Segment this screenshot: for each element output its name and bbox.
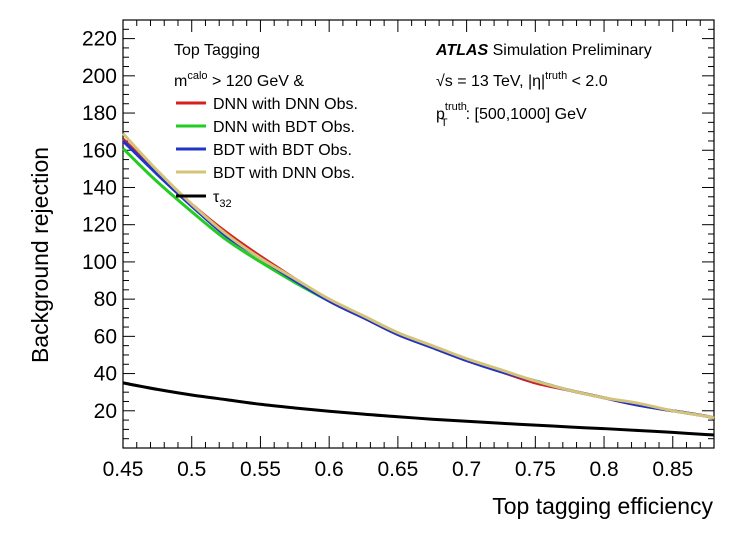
series-line-dnn-with-bdt-obs <box>121 147 715 420</box>
legend: Top Tagging mcalo > 120 GeV & DNN with D… <box>174 42 358 210</box>
series-line-dnn-with-dnn-obs <box>121 138 715 420</box>
atlas-label: ATLAS Simulation Preliminary <box>435 42 652 59</box>
series-line-bdt-with-dnn-obs <box>121 132 715 420</box>
x-tick-label: 0.65 <box>377 458 418 481</box>
x-tick-label: 0.75 <box>515 458 556 481</box>
legend-header: Top Tagging <box>174 42 260 59</box>
legend-cut: mcalo > 120 GeV & <box>174 70 304 90</box>
legend-entries: DNN with DNN Obs. DNN with BDT Obs. BDT wi… <box>176 96 358 210</box>
annotations: ATLAS Simulation Preliminary √s = 13 TeV… <box>435 42 652 129</box>
legend-label: DNN with DNN Obs. <box>213 96 358 113</box>
x-tick-label: 0.8 <box>589 458 618 481</box>
y-tick-label: 180 <box>82 102 117 125</box>
pt-range-label: ptruth T: [500,1000] GeV <box>436 101 587 129</box>
y-tick-label: 100 <box>82 251 117 274</box>
x-tick-label: 0.85 <box>652 458 693 481</box>
y-axis-title: Background rejection <box>27 147 53 363</box>
y-tick-label: 160 <box>82 139 117 162</box>
x-axis-title: Top tagging efficiency <box>492 493 713 519</box>
series-line-bdt-with-bdt-obs <box>121 139 715 420</box>
series-line-32 <box>122 381 715 437</box>
x-tick-label: 0.45 <box>103 458 144 481</box>
y-tick-label: 40 <box>94 363 117 386</box>
x-tick-label: 0.7 <box>452 458 481 481</box>
legend-label: τ32 <box>213 189 232 210</box>
y-tick-label: 120 <box>82 214 117 237</box>
series-curves <box>121 132 715 437</box>
legend-label: BDT with DNN Obs. <box>213 165 355 182</box>
y-tick-label: 220 <box>82 28 117 51</box>
axis-ticks <box>122 19 715 449</box>
y-tick-label: 200 <box>82 65 117 88</box>
x-tick-label: 0.5 <box>177 458 206 481</box>
y-tick-label: 20 <box>94 400 117 423</box>
y-tick-label: 140 <box>82 176 117 199</box>
y-tick-label: 80 <box>94 288 117 311</box>
legend-label: DNN with BDT Obs. <box>213 119 355 136</box>
energy-label: √s = 13 TeV, |η|truth < 2.0 <box>436 70 608 90</box>
x-tick-label: 0.55 <box>240 458 281 481</box>
axis-tick-labels: 0.45 0.5 0.55 0.6 0.65 0.7 0.75 0.8 0.85 20 40 60 80… <box>82 28 693 481</box>
legend-label: BDT with BDT Obs. <box>213 142 352 159</box>
x-tick-label: 0.6 <box>315 458 344 481</box>
y-tick-label: 60 <box>94 325 117 348</box>
